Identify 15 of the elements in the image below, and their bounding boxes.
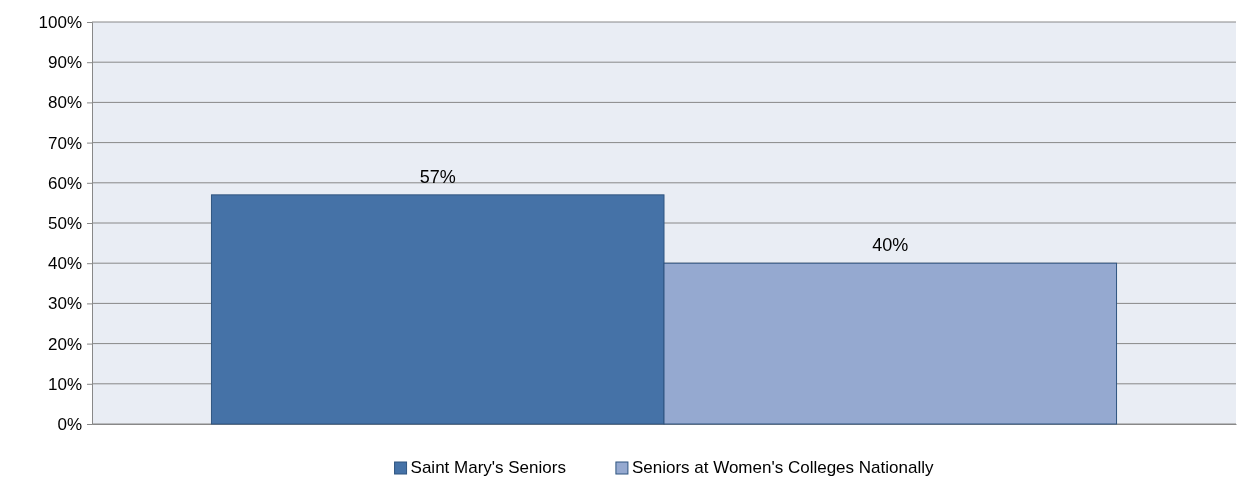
y-tick-label: 20% bbox=[47, 334, 82, 354]
legend-label: Saint Mary's Seniors bbox=[410, 458, 566, 477]
y-tick-label: 30% bbox=[47, 294, 82, 314]
y-tick-label: 70% bbox=[47, 133, 82, 153]
legend-label: Seniors at Women's Colleges Nationally bbox=[631, 458, 934, 477]
y-tick-label: 50% bbox=[47, 213, 82, 233]
y-tick-label: 0% bbox=[57, 414, 82, 434]
y-tick-label: 10% bbox=[47, 374, 82, 394]
y-tick-label: 90% bbox=[47, 53, 82, 73]
data-label: 40% bbox=[872, 235, 909, 256]
y-tick-label: 40% bbox=[47, 254, 82, 274]
y-tick-label: 80% bbox=[47, 93, 82, 113]
y-tick-label: 100% bbox=[38, 12, 82, 32]
y-tick-label: 60% bbox=[47, 173, 82, 193]
data-label: 57% bbox=[419, 166, 456, 187]
